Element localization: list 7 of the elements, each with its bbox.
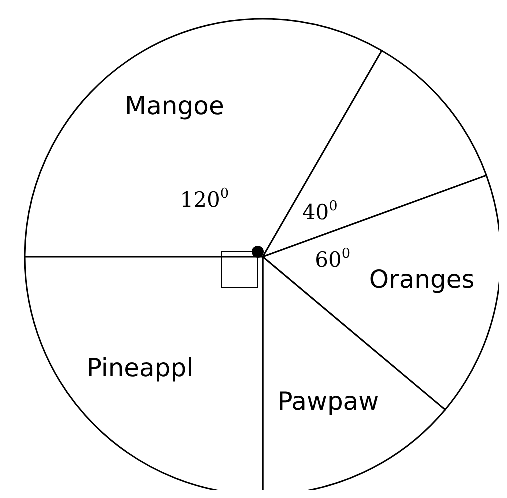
data-label: 60$^{0}$ [315, 246, 351, 273]
slice-label: Pawpaw [278, 386, 380, 416]
data-label: 120$^{0}$ [180, 185, 229, 212]
slice-label: Mangoe [125, 92, 224, 121]
slice-label: Oranges [369, 264, 475, 294]
slice-label: Pineappl [86, 354, 194, 383]
data-label: 40$^{0}$ [302, 198, 338, 226]
